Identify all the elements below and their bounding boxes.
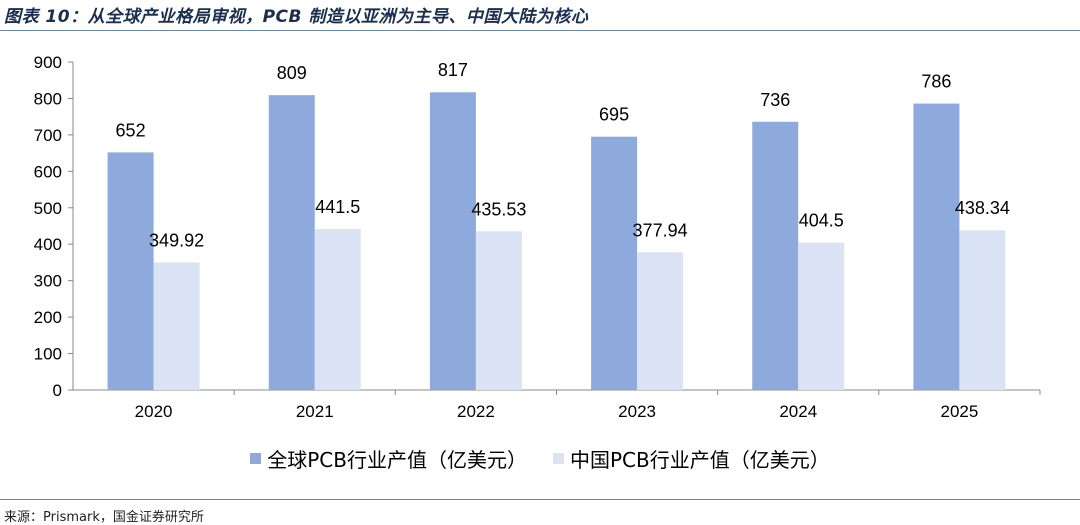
x-tick-label: 2020	[135, 402, 173, 421]
bar-global	[752, 121, 799, 390]
data-label-global: 786	[921, 72, 951, 92]
x-tick-label: 2025	[941, 402, 979, 421]
y-tick-label: 300	[34, 272, 62, 291]
data-label-china: 435.53	[471, 199, 526, 219]
data-label-global: 817	[438, 60, 468, 80]
legend-swatch-global	[250, 453, 262, 464]
data-label-global: 652	[116, 120, 146, 140]
x-tick-label: 2023	[618, 402, 656, 421]
y-tick-label: 500	[34, 199, 62, 218]
bar-global	[429, 92, 476, 390]
data-label-global: 809	[277, 63, 307, 83]
y-tick-label: 600	[34, 162, 62, 181]
legend-item-china: 中国PCB行业产值（亿美元）	[553, 444, 830, 473]
bar-china	[798, 242, 845, 390]
legend-label-global: 全球PCB行业产值（亿美元）	[267, 448, 527, 472]
data-label-china: 377.94	[633, 220, 688, 240]
bar-china	[153, 262, 200, 390]
data-label-china: 441.5	[315, 197, 360, 217]
chart-title: 图表 10：从全球产业格局审视，PCB 制造以亚洲为主导、中国大陆为核心	[4, 7, 589, 27]
bar-global	[591, 136, 638, 390]
y-tick-label: 700	[34, 126, 62, 145]
bar-china	[637, 252, 684, 390]
bar-global	[913, 103, 960, 391]
title-divider	[0, 30, 1080, 31]
x-tick-label: 2022	[457, 402, 495, 421]
bar-chart: 0 100 200 300 400 500 600 700 800 900 652 349.92 202…	[34, 53, 1041, 421]
x-tick-label: 2024	[779, 402, 817, 421]
source-note: 来源：Prismark，国金证券研究所	[4, 510, 204, 525]
y-tick-label: 200	[34, 308, 62, 327]
y-tick-label: 100	[34, 345, 62, 364]
y-tick-label: 800	[34, 89, 62, 108]
legend: 全球PCB行业产值（亿美元） 中国PCB行业产值（亿美元）	[0, 444, 1080, 473]
bar-china	[314, 229, 361, 390]
data-label-china: 438.34	[955, 198, 1010, 218]
bar-china	[959, 230, 1006, 390]
x-tick-label: 2021	[296, 402, 334, 421]
legend-swatch-china	[553, 453, 564, 464]
data-label-global: 736	[760, 90, 790, 110]
data-label-china: 349.92	[149, 230, 204, 250]
bar-global	[268, 95, 315, 391]
y-tick-label: 400	[34, 235, 62, 254]
data-label-global: 695	[599, 105, 629, 125]
y-tick-label: 900	[34, 53, 62, 72]
y-tick-label: 0	[53, 381, 62, 400]
data-label-china: 404.5	[799, 211, 844, 231]
bar-china	[475, 231, 522, 390]
legend-item-global: 全球PCB行业产值（亿美元）	[250, 444, 527, 473]
legend-label-china: 中国PCB行业产值（亿美元）	[570, 448, 830, 472]
bar-global	[107, 152, 154, 390]
footer-divider	[0, 499, 1080, 500]
